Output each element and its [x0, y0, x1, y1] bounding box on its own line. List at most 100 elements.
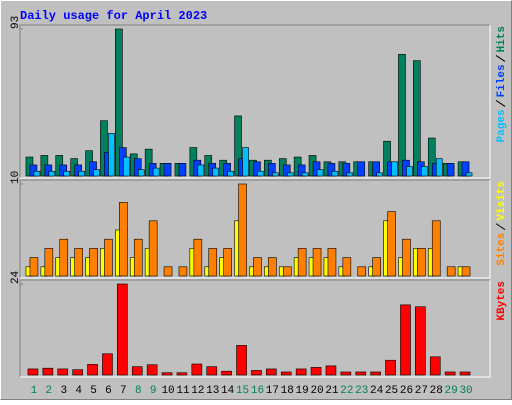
bar [415, 306, 426, 376]
bar [372, 161, 380, 177]
bar [148, 220, 158, 277]
bar [242, 147, 249, 177]
bar [72, 369, 83, 376]
bar [316, 169, 324, 177]
bar [385, 359, 396, 376]
bar [402, 238, 411, 277]
bar [63, 170, 71, 177]
bar [42, 367, 54, 376]
bar [257, 170, 264, 177]
bar [152, 167, 160, 177]
legend-entry: Hits [496, 26, 508, 52]
bar [465, 172, 473, 177]
bar [108, 133, 115, 177]
x-tick-label: 5 [90, 385, 97, 397]
bar [59, 238, 69, 277]
bar [133, 238, 143, 277]
x-tick-label: 16 [251, 385, 264, 397]
bar [370, 371, 381, 376]
bar [427, 137, 436, 177]
bar [444, 371, 456, 376]
panel-edge-dark [19, 279, 490, 377]
bar [376, 172, 383, 177]
x-tick-label: 28 [430, 385, 443, 397]
x-tick-label: 21 [325, 385, 339, 397]
bar [391, 161, 398, 177]
bar [191, 363, 203, 376]
bar [238, 183, 247, 277]
bar [327, 248, 337, 277]
bar [137, 169, 145, 177]
legend-entry: KBytes [496, 281, 508, 321]
x-tick-label: 15 [236, 385, 249, 397]
bar [93, 169, 100, 177]
x-tick-label: 26 [400, 385, 413, 397]
bar [295, 368, 307, 376]
bar [372, 257, 381, 277]
bar [161, 372, 173, 376]
legend: KBytes [496, 281, 508, 321]
bar [268, 257, 277, 277]
bar [429, 356, 441, 376]
x-tick-label: 19 [296, 385, 309, 397]
bar [297, 164, 306, 177]
x-tick-label: 25 [385, 385, 398, 397]
bar [223, 248, 232, 277]
bar [48, 170, 56, 177]
bar [357, 266, 367, 277]
x-tick-label: 30 [459, 385, 472, 397]
bar [357, 161, 366, 177]
bar [223, 163, 231, 177]
bar [221, 370, 232, 376]
bar [286, 172, 294, 177]
bar [400, 304, 411, 376]
bar [206, 366, 218, 376]
bar [178, 266, 188, 277]
x-tick-label: 13 [206, 385, 219, 397]
y-tick-label: 10 [10, 171, 22, 184]
x-tick-label: 8 [135, 385, 142, 397]
bar [282, 266, 292, 277]
bar [310, 367, 322, 376]
x-tick-label: 12 [191, 385, 204, 397]
bar [100, 120, 108, 177]
bar [312, 248, 322, 277]
bar [133, 158, 142, 177]
x-tick-label: 1 [31, 385, 38, 397]
bar [398, 53, 406, 177]
bar [44, 248, 54, 277]
bar [163, 266, 173, 277]
panel-edge-dark [19, 179, 490, 278]
bar [236, 345, 247, 376]
bar [253, 257, 262, 277]
bar [387, 211, 396, 277]
bar [208, 248, 218, 277]
legend-entry: Files [496, 64, 508, 97]
bar [301, 172, 309, 177]
bar [119, 202, 128, 277]
x-tick-label: 17 [266, 385, 279, 397]
bar [89, 248, 98, 277]
bar [342, 163, 351, 177]
bar [461, 266, 471, 277]
bar [176, 372, 188, 376]
bar [446, 163, 455, 177]
legend-separator [495, 100, 506, 107]
y-tick-label: 24 [10, 270, 22, 284]
bar [280, 371, 292, 376]
bar [282, 164, 291, 177]
panel-edge-light [20, 280, 491, 378]
bar [27, 368, 39, 376]
bar [33, 170, 41, 177]
bar [29, 257, 39, 277]
x-tick-label: 10 [161, 385, 174, 397]
bar [74, 248, 83, 277]
bar [87, 364, 98, 376]
panel-edge-light [20, 180, 491, 279]
x-tick-label: 11 [176, 385, 190, 397]
bar [331, 170, 339, 177]
legend-separator [495, 223, 506, 231]
bar [297, 248, 307, 277]
bar [74, 164, 82, 177]
